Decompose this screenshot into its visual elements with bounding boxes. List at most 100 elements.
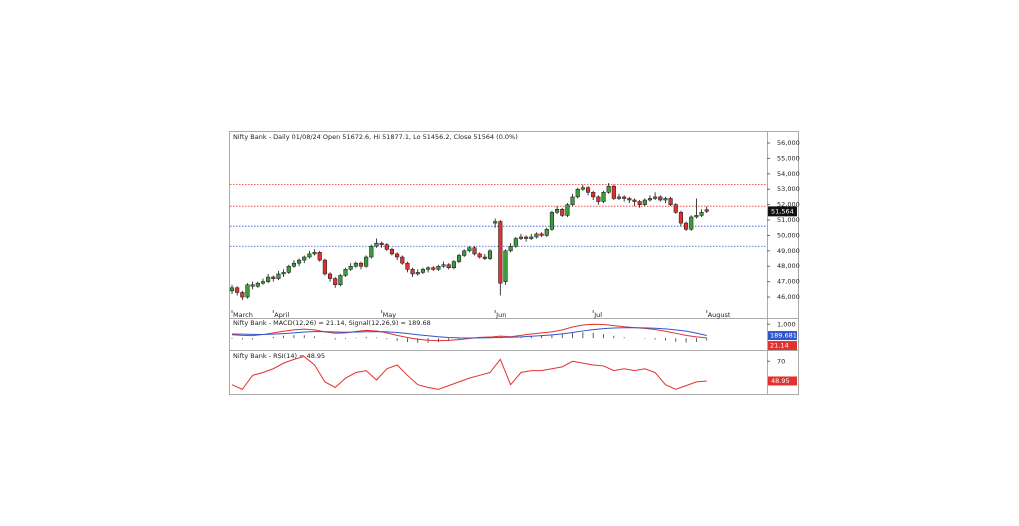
candle-body [508,245,513,252]
y-tick-label: 56,000 [777,139,800,147]
candle-body [260,281,266,284]
candle-body [658,196,663,201]
candle-body [694,215,699,218]
last-price-box [768,206,797,217]
candle-body [591,192,596,198]
rsi-line [231,356,707,390]
candle-body [420,269,425,273]
rsi-title: Nifty Bank - RSI(14) = 48.95 [233,352,325,360]
candle-body [663,198,668,201]
candle-body [322,259,327,275]
candle-body [317,252,322,261]
candle-body [431,267,436,270]
last-price-label: 51,564 [771,207,794,215]
candle-body [503,250,508,282]
candle-body [585,187,591,193]
candle-body [302,256,307,261]
candle-body [369,245,374,258]
candle-body [456,255,462,262]
candle-body [524,236,529,239]
y-tick-label: 53,000 [777,185,800,193]
candle-body [580,187,585,190]
candle-body [400,256,405,264]
chart-title: Nifty Bank - Daily 01/08/24 Open 51672.6… [233,133,518,141]
candle-body [596,196,601,202]
candle-body [482,256,487,259]
candle-body [472,247,477,255]
candle-body [436,265,441,270]
rsi-tick-label: 70 [777,357,785,365]
candle-body [426,267,431,270]
candle-body [555,209,560,213]
candle-body [684,222,689,230]
candle-body [689,216,694,230]
candle-body [565,204,570,216]
candle-body [549,212,554,230]
signal-value-label: 189.681 [770,332,797,340]
candle-body [281,272,286,275]
candle-body [358,262,364,267]
x-tick-label: March [233,311,253,319]
candle-body [704,209,709,212]
candle-body [699,212,704,216]
y-tick-label: 52,000 [777,201,800,209]
y-tick-label: 46,000 [777,293,800,301]
x-tick-label: Jun [495,311,506,319]
candle-body [229,287,235,292]
y-tick-label: 48,000 [777,262,800,270]
signal-line [231,327,707,339]
candle-body [405,262,410,270]
candle-body [307,253,312,258]
y-tick-label: 55,000 [777,154,800,162]
candle-body [312,252,317,255]
candle-body [276,273,281,279]
candle-body [235,287,240,293]
candle-body [611,185,616,199]
y-tick-label: 51,000 [777,216,800,224]
candle-body [539,233,544,236]
y-tick-label: 49,000 [777,247,800,255]
candle-body [384,244,389,250]
y-tick-label: 47,000 [777,278,800,286]
candle-body [642,199,647,205]
candle-body [266,276,271,282]
candle-body [271,276,276,279]
candle-body [446,264,451,269]
candle-body [601,192,606,202]
candle-body [353,262,358,267]
candle-body [529,236,534,239]
macd-tick-label: 1,000 [777,320,796,328]
candle-body [462,250,467,256]
candle-body [327,273,333,279]
candle-body [374,242,379,247]
rsi-value-label: 48.95 [771,377,790,385]
candle-body [534,233,539,238]
x-tick-label: April [274,311,289,319]
candle-body [627,198,632,201]
candle-body [395,253,400,258]
candle-body [575,188,580,198]
macd-value-box [768,341,797,351]
candle-body [647,198,653,201]
candle-body [441,264,446,267]
x-tick-label: August [708,311,731,319]
candle-body [513,238,518,247]
candle-body [240,292,245,298]
x-tick-label: Jul [593,311,602,319]
candle-body [487,250,493,259]
candle-body [255,282,260,287]
candle-body [606,185,611,193]
candle-body [333,278,338,285]
candle-body [245,284,250,298]
macd-title: Nifty Bank - MACD(12,26) = 21.14, Signal… [233,319,431,327]
candle-body [632,199,637,202]
rsi-value-box [768,376,797,386]
candle-body [410,269,415,275]
candle-body [622,196,627,199]
candle-body [653,196,658,199]
candle-body [343,269,348,276]
candle-body [668,198,673,205]
candle-body [286,265,291,273]
candle-body [477,253,482,258]
